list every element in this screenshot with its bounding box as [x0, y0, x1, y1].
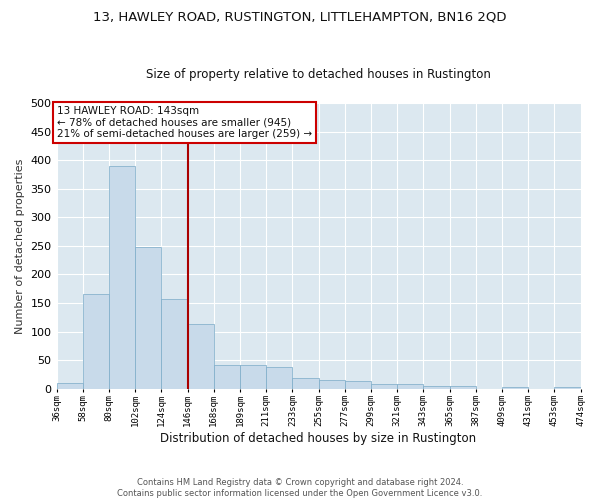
Y-axis label: Number of detached properties: Number of detached properties: [15, 158, 25, 334]
Bar: [266, 367, 292, 388]
Bar: [188, 324, 214, 388]
Bar: [83, 294, 109, 388]
Bar: [345, 381, 371, 388]
Bar: [371, 384, 397, 388]
Bar: [214, 364, 240, 388]
Title: Size of property relative to detached houses in Rustington: Size of property relative to detached ho…: [146, 68, 491, 81]
Bar: [56, 383, 83, 388]
Bar: [135, 247, 161, 388]
Bar: [109, 166, 135, 388]
Bar: [502, 387, 528, 388]
Bar: [397, 384, 424, 388]
Bar: [449, 386, 476, 388]
Bar: [240, 364, 266, 388]
Bar: [554, 387, 581, 388]
X-axis label: Distribution of detached houses by size in Rustington: Distribution of detached houses by size …: [160, 432, 476, 445]
Bar: [292, 378, 319, 388]
Text: 13 HAWLEY ROAD: 143sqm
← 78% of detached houses are smaller (945)
21% of semi-de: 13 HAWLEY ROAD: 143sqm ← 78% of detached…: [57, 106, 312, 139]
Text: 13, HAWLEY ROAD, RUSTINGTON, LITTLEHAMPTON, BN16 2QD: 13, HAWLEY ROAD, RUSTINGTON, LITTLEHAMPT…: [93, 10, 507, 23]
Text: Contains HM Land Registry data © Crown copyright and database right 2024.
Contai: Contains HM Land Registry data © Crown c…: [118, 478, 482, 498]
Bar: [319, 380, 345, 388]
Bar: [424, 386, 449, 388]
Bar: [161, 299, 188, 388]
